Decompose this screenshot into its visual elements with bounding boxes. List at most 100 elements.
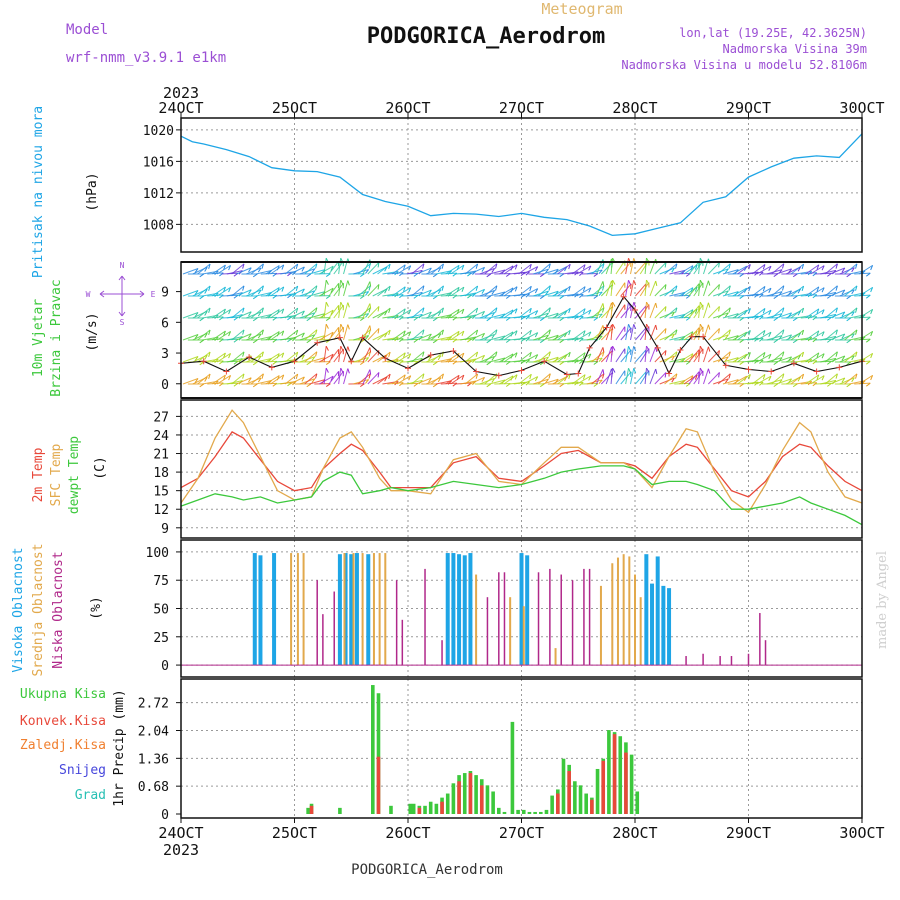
wind-barb-tick — [655, 280, 658, 287]
cloud-bar-low — [764, 640, 767, 666]
wind-barb-tick — [768, 376, 772, 381]
wind-barb-tick — [724, 268, 729, 274]
wind-barb-tick — [223, 264, 226, 270]
legend-rain-total: Ukupna Kisa — [20, 687, 106, 702]
wind-barb-tick — [762, 264, 766, 270]
wind-barb — [323, 346, 327, 363]
precip-bar-total — [595, 768, 600, 814]
wind-barb-tick — [797, 266, 801, 272]
wind-barb-tick — [347, 324, 350, 330]
wind-barb-tick — [630, 283, 632, 289]
wind-barb — [289, 332, 305, 341]
wind-barb-tick — [539, 273, 545, 278]
wind-barb-tick — [437, 311, 442, 317]
wind-barb-tick — [525, 381, 530, 386]
wind-speed-marker — [666, 370, 673, 377]
wind-barb — [396, 287, 411, 297]
cloud-bar-low — [333, 591, 335, 666]
wind-barb — [416, 333, 432, 341]
wind-barb — [698, 368, 701, 385]
wind-barb-tick — [646, 301, 650, 307]
wind-barb-tick — [699, 323, 704, 329]
wind-barb — [250, 351, 264, 363]
wind-barb — [260, 316, 277, 319]
wind-barb-tick — [582, 330, 586, 336]
wind-barb-tick — [568, 352, 571, 358]
wind-barb — [197, 351, 211, 363]
wind-barb — [255, 291, 272, 297]
wind-barb — [387, 338, 404, 341]
wind-barb-tick — [365, 269, 369, 274]
wind-barb — [717, 373, 731, 385]
wind-barb-tick — [797, 376, 801, 382]
cloud-bar-low — [571, 580, 574, 666]
wind-barb — [751, 308, 766, 319]
wind-barb-tick — [628, 280, 632, 286]
wind-speed-marker — [700, 333, 707, 340]
wind-barb-tick — [568, 308, 571, 314]
wind-barb — [503, 286, 518, 297]
wind-barb-tick — [655, 368, 658, 375]
wind-barb-tick — [664, 350, 667, 356]
wind-barb — [742, 315, 759, 319]
precip-bar-total — [538, 811, 543, 814]
cloud-bar-mid — [343, 553, 346, 666]
wind-barb — [674, 272, 691, 275]
wind-barb — [416, 289, 432, 297]
cloud-y-tick-label: 0 — [161, 659, 169, 674]
wind-barb-tick — [855, 285, 858, 291]
wind-barb-tick — [851, 355, 855, 361]
wind-barb — [284, 329, 299, 341]
wind-barb-tick — [340, 367, 344, 373]
wind-barb — [800, 294, 817, 297]
wind-barb-tick — [782, 329, 785, 335]
legend-snow: Snijeg — [59, 763, 106, 778]
wind-barb — [260, 338, 277, 341]
cloud-bar-low — [537, 572, 540, 666]
wind-barb-tick — [548, 329, 551, 335]
wind-barb-tick — [835, 329, 838, 335]
wind-barb — [722, 313, 739, 319]
wind-barb — [776, 312, 792, 319]
wind-barb-tick — [707, 302, 711, 308]
wind-barb-tick — [525, 359, 530, 364]
temp-ylabels: 2m Temp SFC Temp dewpt Temp (C) — [31, 436, 108, 514]
precip-y-tick-label: 0.68 — [138, 780, 169, 795]
wind-barb-tick — [630, 305, 632, 311]
wind-barb — [318, 287, 334, 297]
cloud-bar-low — [719, 656, 721, 666]
wind-barb-tick — [204, 376, 208, 382]
wind-barb-tick — [491, 356, 496, 361]
wind-barb — [800, 316, 817, 319]
wind-barb-tick — [628, 368, 632, 374]
wind-barb — [197, 329, 211, 341]
wind-barb — [309, 291, 326, 297]
wind-barb-tick — [441, 307, 444, 313]
wind-barb-tick — [347, 368, 350, 374]
wind-barb — [211, 286, 226, 297]
wind-barb — [688, 261, 700, 275]
wind-barb-tick — [330, 265, 334, 271]
precip-panel: 2.72 2.04 1.36 0.68 0 — [138, 679, 862, 823]
wind-barb — [776, 378, 792, 385]
wind-barb — [411, 263, 425, 275]
wind-barb — [707, 262, 720, 275]
wind-barb-tick — [598, 291, 603, 297]
wind-barb — [732, 309, 747, 319]
wind-barb — [333, 326, 344, 341]
wind-barb-tick — [534, 310, 539, 316]
wind-barb — [250, 285, 264, 297]
wind-barb — [576, 309, 592, 319]
wind-barb-tick — [219, 360, 224, 365]
wind-barb — [625, 324, 629, 341]
wind-barb-tick — [728, 373, 731, 379]
wind-barb-tick — [248, 289, 252, 295]
wind-barb-tick — [865, 382, 871, 387]
wind-barb — [776, 334, 792, 341]
precip-bar-total — [573, 781, 577, 814]
wind-barb — [231, 351, 245, 363]
wind-barb — [839, 333, 855, 341]
wind-speed-marker — [348, 358, 355, 365]
compass-s: S — [120, 318, 125, 327]
wind-barb-tick — [675, 329, 678, 335]
